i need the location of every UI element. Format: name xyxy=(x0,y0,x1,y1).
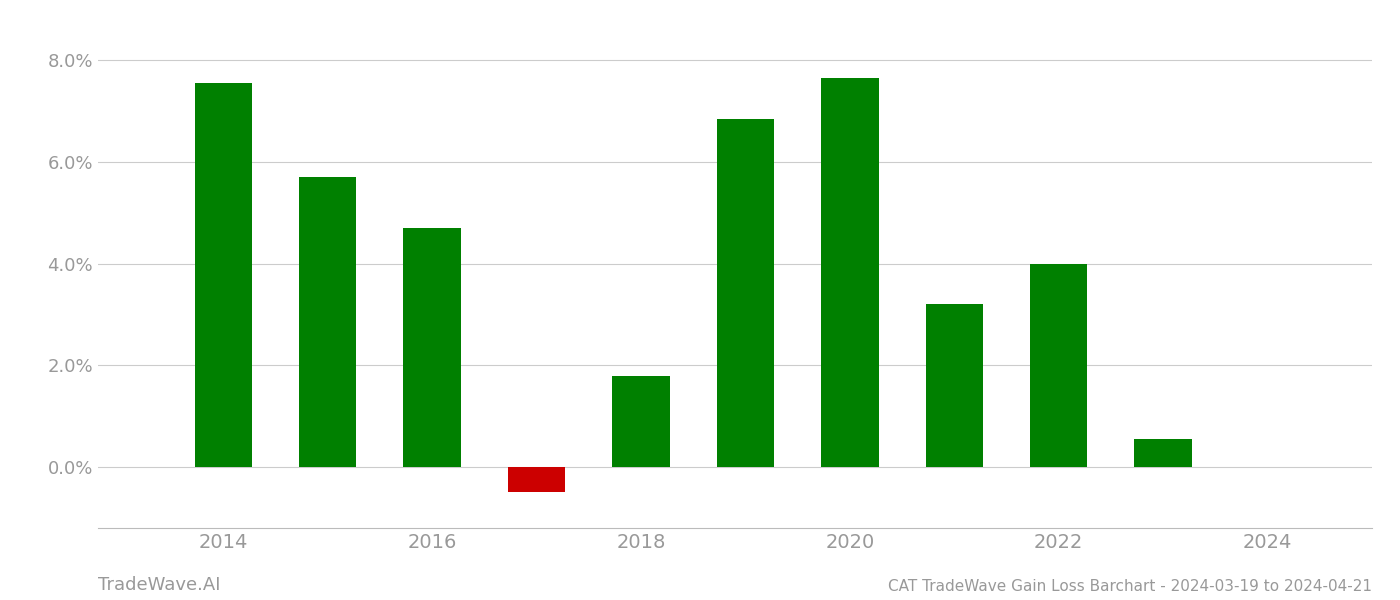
Bar xyxy=(300,178,357,467)
Bar xyxy=(403,228,461,467)
Bar xyxy=(195,83,252,467)
Bar xyxy=(1134,439,1191,467)
Text: TradeWave.AI: TradeWave.AI xyxy=(98,576,221,594)
Bar xyxy=(1030,264,1088,467)
Text: CAT TradeWave Gain Loss Barchart - 2024-03-19 to 2024-04-21: CAT TradeWave Gain Loss Barchart - 2024-… xyxy=(888,579,1372,594)
Bar xyxy=(508,467,566,493)
Bar xyxy=(717,119,774,467)
Bar xyxy=(612,376,669,467)
Bar xyxy=(822,78,879,467)
Bar xyxy=(925,304,983,467)
